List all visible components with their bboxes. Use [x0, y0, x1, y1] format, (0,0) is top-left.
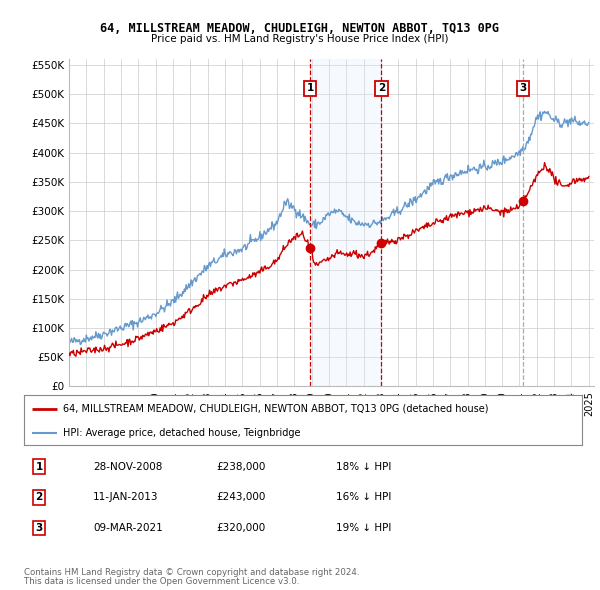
Text: 1: 1 [307, 83, 314, 93]
Text: 16% ↓ HPI: 16% ↓ HPI [336, 493, 391, 502]
Text: This data is licensed under the Open Government Licence v3.0.: This data is licensed under the Open Gov… [24, 578, 299, 586]
Text: HPI: Average price, detached house, Teignbridge: HPI: Average price, detached house, Teig… [63, 428, 301, 438]
Bar [310, 59, 382, 386]
Text: 09-MAR-2021: 09-MAR-2021 [93, 523, 163, 533]
Text: 18% ↓ HPI: 18% ↓ HPI [336, 462, 391, 471]
Text: £238,000: £238,000 [216, 462, 265, 471]
Text: 19% ↓ HPI: 19% ↓ HPI [336, 523, 391, 533]
Text: 3: 3 [519, 83, 526, 93]
Text: Contains HM Land Registry data © Crown copyright and database right 2024.: Contains HM Land Registry data © Crown c… [24, 568, 359, 577]
Text: £320,000: £320,000 [216, 523, 265, 533]
Text: 64, MILLSTREAM MEADOW, CHUDLEIGH, NEWTON ABBOT, TQ13 0PG: 64, MILLSTREAM MEADOW, CHUDLEIGH, NEWTON… [101, 22, 499, 35]
Text: Price paid vs. HM Land Registry's House Price Index (HPI): Price paid vs. HM Land Registry's House … [151, 34, 449, 44]
Text: 64, MILLSTREAM MEADOW, CHUDLEIGH, NEWTON ABBOT, TQ13 0PG (detached house): 64, MILLSTREAM MEADOW, CHUDLEIGH, NEWTON… [63, 404, 488, 414]
Text: £243,000: £243,000 [216, 493, 265, 502]
Text: 11-JAN-2013: 11-JAN-2013 [93, 493, 158, 502]
Text: 2: 2 [35, 493, 43, 502]
Text: 3: 3 [35, 523, 43, 533]
Text: 2: 2 [378, 83, 385, 93]
Text: 1: 1 [35, 462, 43, 471]
Text: 28-NOV-2008: 28-NOV-2008 [93, 462, 163, 471]
